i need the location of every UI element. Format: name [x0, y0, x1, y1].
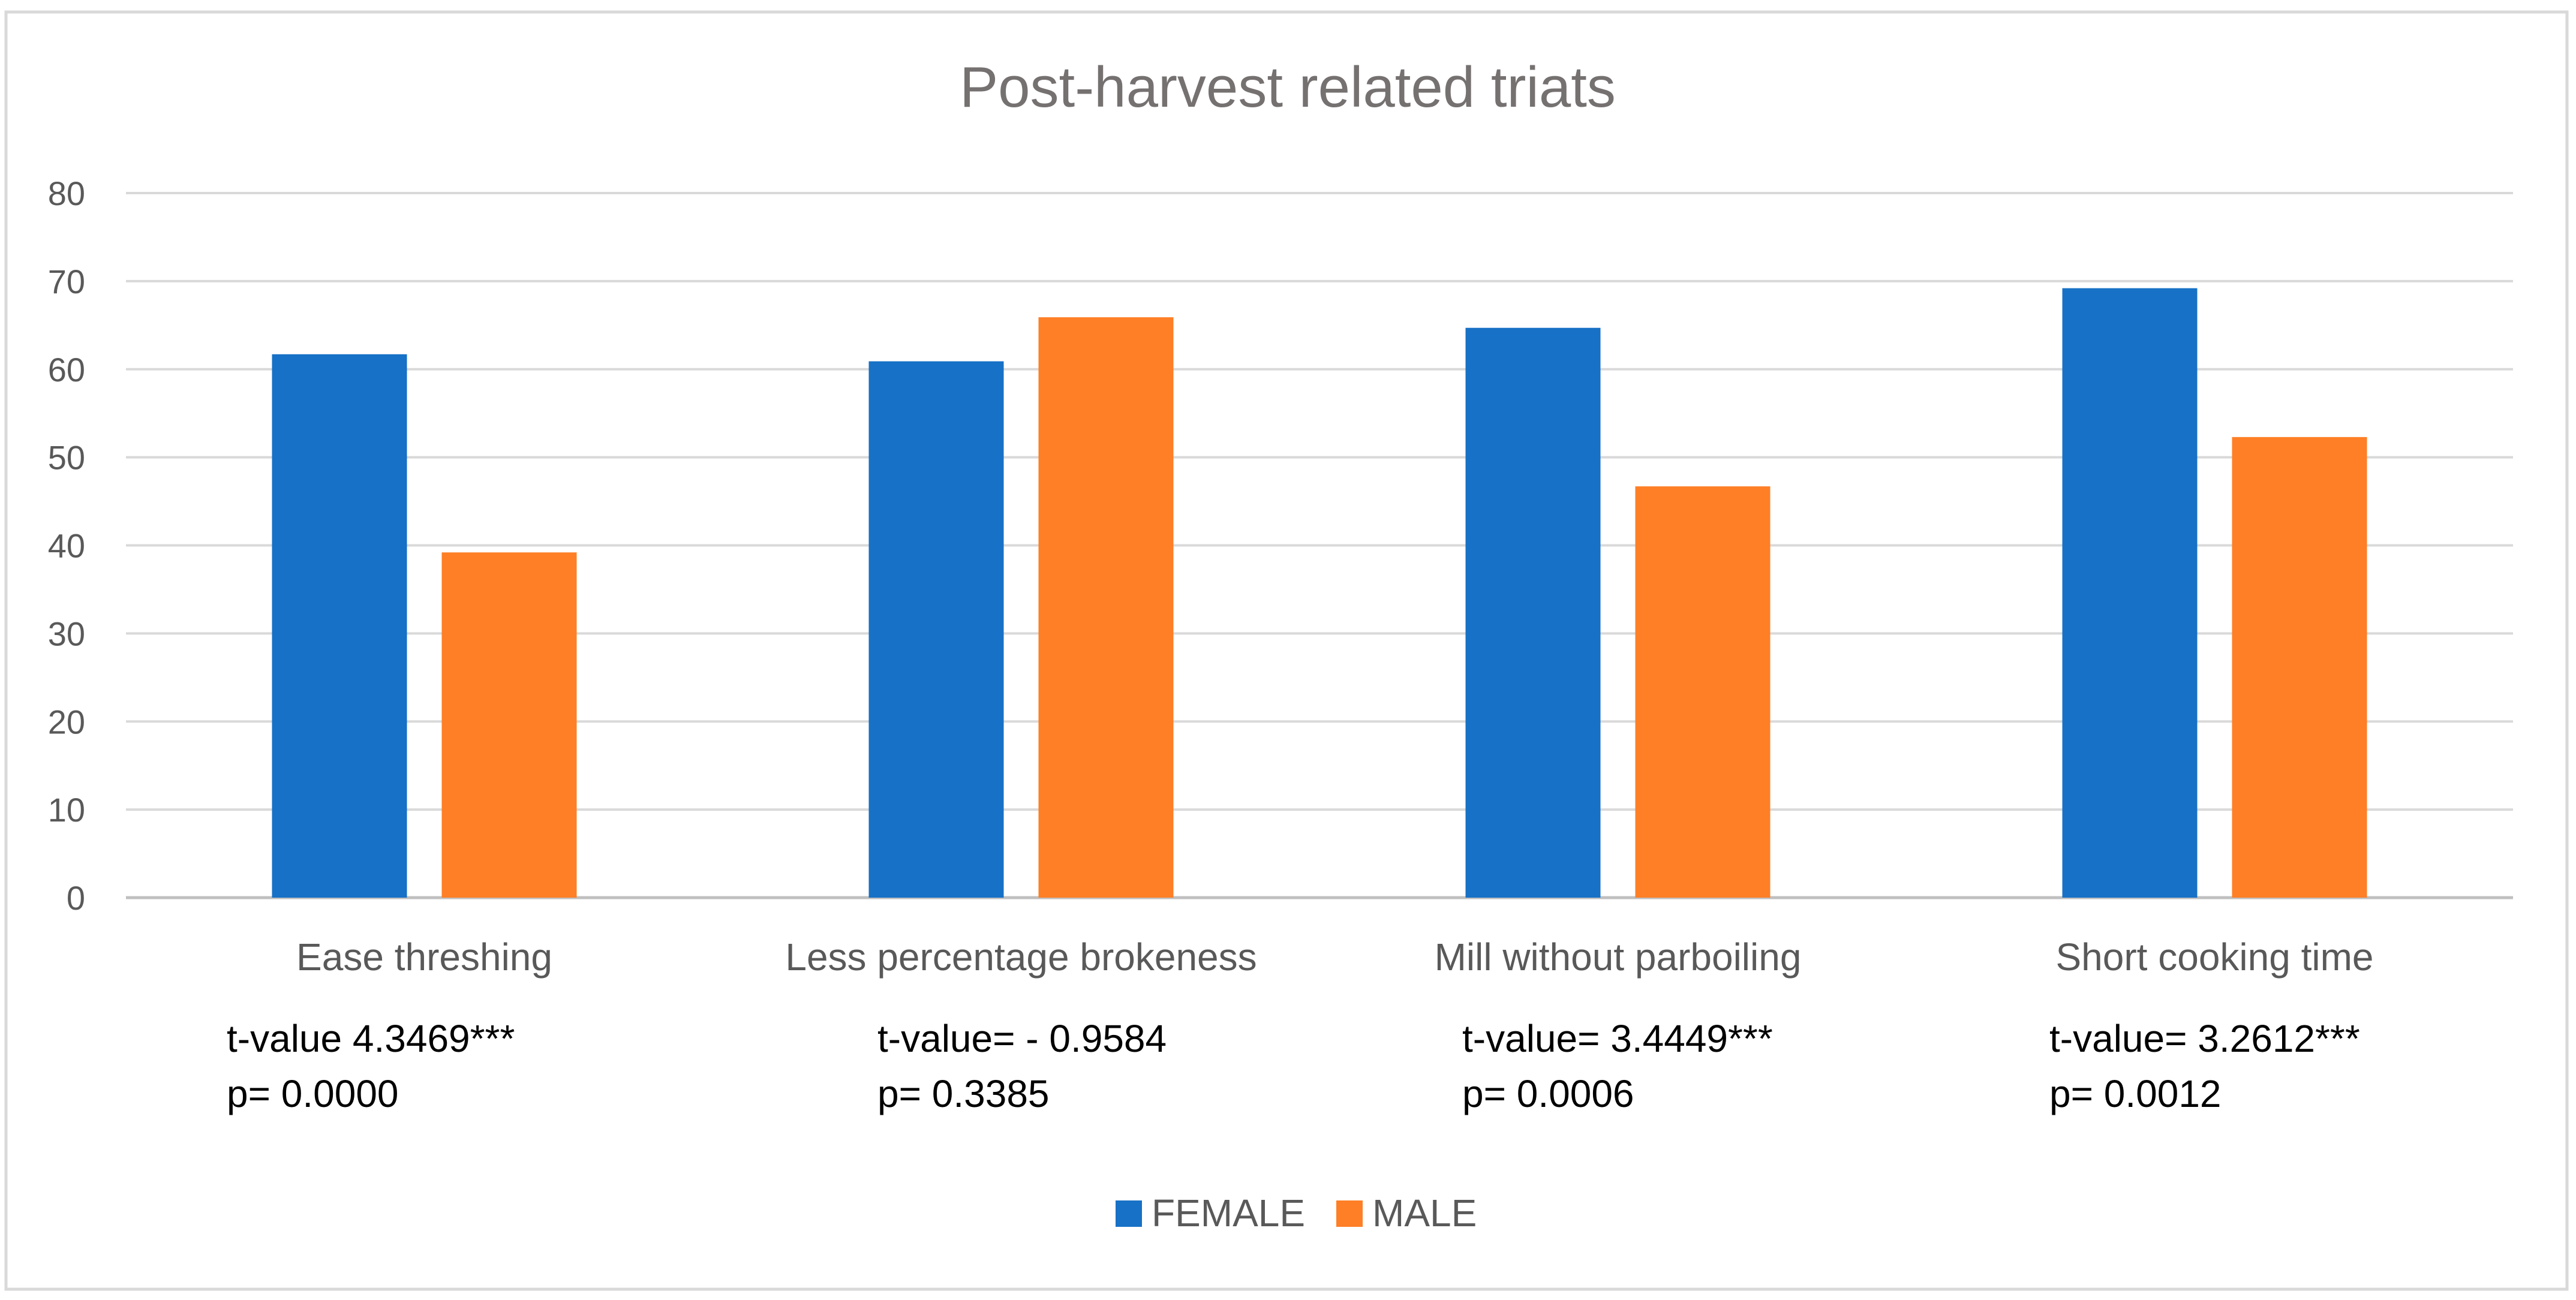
- y-tick-label: 80: [48, 174, 85, 212]
- y-tick-label: 10: [48, 791, 85, 829]
- bar-female-4: [2062, 288, 2198, 898]
- t-value-annotation: t-value= 3.2612***: [2049, 1017, 2360, 1060]
- legend-swatch-female: [1116, 1200, 1142, 1227]
- legend-swatch-male: [1336, 1200, 1363, 1227]
- y-tick-label: 20: [48, 703, 85, 741]
- y-tick-label: 0: [67, 879, 85, 917]
- y-tick-label: 70: [48, 263, 85, 300]
- bar-female-1: [272, 354, 407, 898]
- y-tick-label: 30: [48, 615, 85, 652]
- chart-title: Post-harvest related triats: [960, 55, 1616, 119]
- t-value-annotation: t-value= 3.4449***: [1462, 1017, 1773, 1060]
- legend-label-male: MALE: [1372, 1191, 1477, 1235]
- p-value-annotation: p= 0.0000: [227, 1072, 399, 1115]
- x-category-label: Mill without parboiling: [1435, 935, 1802, 979]
- x-category-label: Short cooking time: [2055, 935, 2373, 979]
- p-value-annotation: p= 0.0006: [1462, 1072, 1634, 1115]
- legend-label-female: FEMALE: [1152, 1191, 1305, 1235]
- bar-male-1: [441, 552, 577, 898]
- bar-female-2: [868, 361, 1004, 898]
- p-value-annotation: p= 0.0012: [2049, 1072, 2222, 1115]
- bar-male-3: [1635, 486, 1771, 898]
- t-value-annotation: t-value= - 0.9584: [877, 1017, 1167, 1060]
- x-category-label: Less percentage brokeness: [785, 935, 1257, 979]
- bar-male-2: [1038, 317, 1174, 898]
- y-tick-label: 50: [48, 439, 85, 477]
- bar-female-3: [1465, 327, 1601, 898]
- y-tick-label: 40: [48, 527, 85, 565]
- x-category-label: Ease threshing: [296, 935, 552, 979]
- y-tick-label: 60: [48, 351, 85, 389]
- t-value-annotation: t-value 4.3469***: [227, 1017, 515, 1060]
- bar-male-4: [2232, 437, 2367, 898]
- p-value-annotation: p= 0.3385: [877, 1072, 1050, 1115]
